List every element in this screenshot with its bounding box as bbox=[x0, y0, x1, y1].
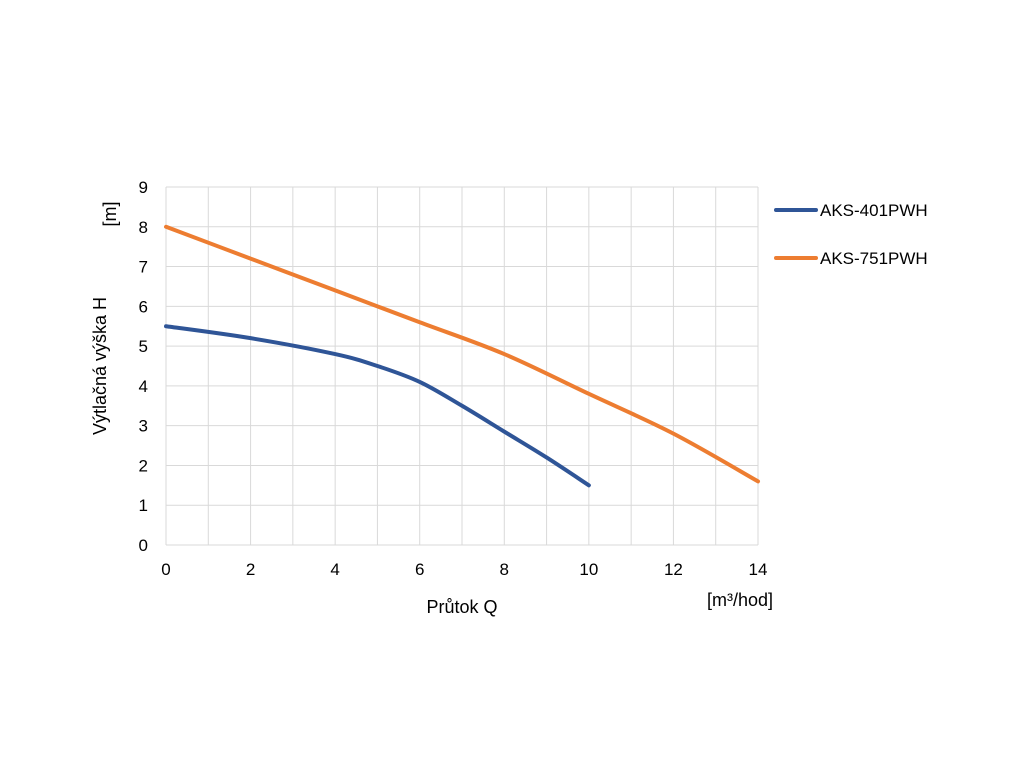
series-line-aks-401pwh bbox=[164, 324, 591, 488]
x-tick-label: 12 bbox=[664, 560, 683, 579]
x-tick-label: 6 bbox=[415, 560, 424, 579]
y-tick-label: 5 bbox=[139, 337, 148, 356]
x-tick-label: 14 bbox=[749, 560, 768, 579]
x-tick-label: 10 bbox=[579, 560, 598, 579]
y-tick-label: 1 bbox=[139, 496, 148, 515]
legend-label-aks-751pwh: AKS-751PWH bbox=[820, 249, 928, 268]
series-line-aks-751pwh bbox=[164, 224, 760, 484]
y-tick-label: 3 bbox=[139, 417, 148, 436]
x-tick-label: 4 bbox=[330, 560, 339, 579]
y-tick-label: 6 bbox=[139, 297, 148, 316]
x-tick-label: 2 bbox=[246, 560, 255, 579]
legend: AKS-401PWH AKS-751PWH bbox=[774, 201, 928, 268]
x-tick-label: 8 bbox=[500, 560, 509, 579]
x-tick-label: 0 bbox=[161, 560, 170, 579]
y-tick-label: 2 bbox=[139, 456, 148, 475]
y-tick-label: 0 bbox=[139, 536, 148, 555]
x-axis-unit: [m³/hod] bbox=[707, 590, 773, 610]
y-axis-title: Výtlačná výška H bbox=[90, 297, 110, 435]
grid bbox=[165, 186, 759, 546]
series-lines bbox=[164, 224, 760, 488]
x-axis-title: Průtok Q bbox=[426, 597, 497, 617]
y-tick-label: 7 bbox=[139, 258, 148, 277]
legend-label-aks-401pwh: AKS-401PWH bbox=[820, 201, 928, 220]
y-tick-label: 4 bbox=[139, 377, 148, 396]
y-tick-label: 9 bbox=[139, 178, 148, 197]
y-tick-label: 8 bbox=[139, 218, 148, 237]
y-axis-unit: [m] bbox=[100, 202, 120, 227]
